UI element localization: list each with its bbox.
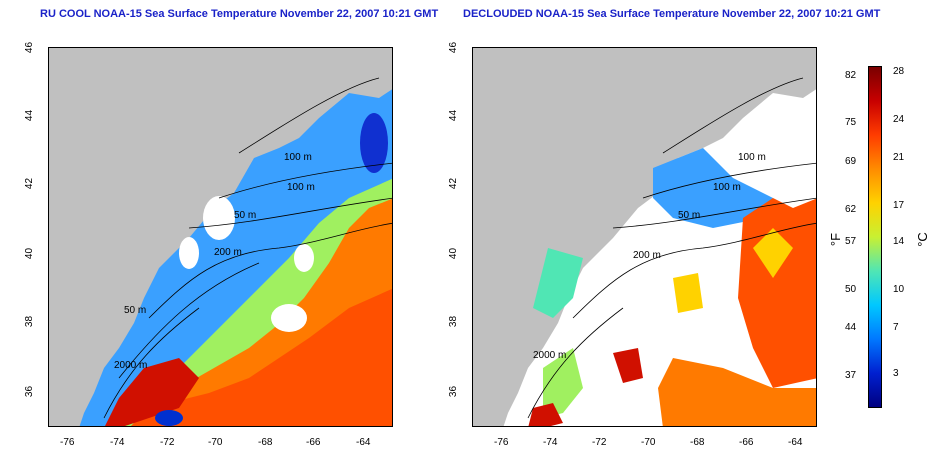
left-y-tick: 38 (24, 315, 36, 328)
right-x-tick: -76 (494, 437, 509, 448)
fahrenheit-unit-label: °F (828, 232, 844, 247)
fahrenheit-tick: 62 (845, 204, 857, 215)
left-sst-map: 100 m 100 m 50 m 200 m 50 m 2000 m (49, 48, 392, 426)
celsius-tick: 10 (893, 284, 905, 295)
contour-label: 50 m (678, 210, 700, 221)
right-sst-map: 100 m 100 m 50 m 200 m 2000 m (473, 48, 816, 426)
celsius-unit-label: °C (914, 232, 930, 247)
contour-label: 100 m (713, 182, 741, 193)
contour-label: 100 m (284, 152, 312, 163)
right-x-tick: -74 (543, 437, 558, 448)
left-y-tick: 46 (24, 41, 36, 54)
contour-label: 50 m (234, 210, 256, 221)
left-map-panel: 100 m 100 m 50 m 200 m 50 m 2000 m (48, 47, 393, 427)
fahrenheit-tick: 57 (845, 236, 857, 247)
right-map-panel: 100 m 100 m 50 m 200 m 2000 m (472, 47, 817, 427)
right-y-tick: 44 (448, 109, 460, 122)
celsius-tick: 3 (893, 368, 899, 379)
fahrenheit-tick: 75 (845, 117, 857, 128)
right-x-tick: -66 (739, 437, 754, 448)
sst-colorbar (868, 66, 882, 408)
celsius-tick: 14 (893, 236, 905, 247)
right-y-tick: 46 (448, 41, 460, 54)
left-y-tick: 42 (24, 177, 36, 190)
contour-label: 200 m (214, 247, 242, 258)
contour-label: 2000 m (114, 360, 147, 371)
contour-label: 200 m (633, 250, 661, 261)
celsius-tick: 21 (893, 152, 905, 163)
right-panel-title: DECLOUDED NOAA-15 Sea Surface Temperatur… (463, 8, 881, 20)
left-y-tick: 44 (24, 109, 36, 122)
fahrenheit-tick: 82 (845, 70, 857, 81)
contour-label: 50 m (124, 305, 146, 316)
left-y-tick: 40 (24, 247, 36, 260)
right-y-tick: 38 (448, 315, 460, 328)
left-x-tick: -66 (306, 437, 321, 448)
right-x-tick: -70 (641, 437, 656, 448)
right-y-tick: 42 (448, 177, 460, 190)
left-panel-title: RU COOL NOAA-15 Sea Surface Temperature … (40, 8, 439, 20)
left-x-tick: -70 (208, 437, 223, 448)
fahrenheit-tick: 50 (845, 284, 857, 295)
right-y-tick: 40 (448, 247, 460, 260)
left-x-tick: -76 (60, 437, 75, 448)
contour-label: 100 m (738, 152, 766, 163)
contour-label: 100 m (287, 182, 315, 193)
right-x-tick: -68 (690, 437, 705, 448)
right-x-tick: -64 (788, 437, 803, 448)
fahrenheit-tick: 69 (845, 156, 857, 167)
right-y-tick: 36 (448, 385, 460, 398)
celsius-tick: 24 (893, 114, 905, 125)
left-y-tick: 36 (24, 385, 36, 398)
right-x-tick: -72 (592, 437, 607, 448)
celsius-tick: 17 (893, 200, 905, 211)
fahrenheit-tick: 44 (845, 322, 857, 333)
left-x-tick: -74 (110, 437, 125, 448)
celsius-tick: 28 (893, 66, 905, 77)
celsius-tick: 7 (893, 322, 899, 333)
left-x-tick: -72 (160, 437, 175, 448)
fahrenheit-tick: 37 (845, 370, 857, 381)
left-x-tick: -68 (258, 437, 273, 448)
left-x-tick: -64 (356, 437, 371, 448)
contour-label: 2000 m (533, 350, 566, 361)
